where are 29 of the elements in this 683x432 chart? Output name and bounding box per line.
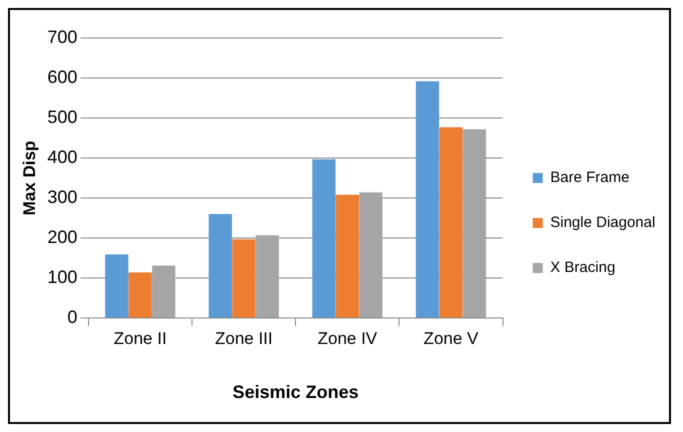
bar — [232, 239, 256, 318]
y-tick-label: 300 — [47, 186, 78, 207]
legend-label: Bare Frame — [550, 169, 630, 186]
x-tick-label: Zone II — [114, 328, 167, 348]
y-tick-label: 500 — [47, 106, 78, 127]
bar — [416, 81, 440, 318]
bar — [256, 235, 279, 318]
bar — [208, 214, 232, 318]
bar — [462, 129, 486, 318]
bar — [152, 266, 176, 318]
bar — [128, 272, 152, 318]
bar — [359, 192, 382, 318]
legend-label: Single Diagonal — [550, 214, 656, 232]
x-tick-label: Zone V — [424, 328, 480, 348]
x-axis-title: Seismic Zones — [232, 382, 359, 402]
bar — [439, 127, 463, 318]
y-tick-label: 400 — [47, 146, 78, 167]
y-axis-title: Max Disp — [20, 140, 39, 216]
bar — [312, 159, 336, 318]
legend-label: X Bracing — [550, 259, 616, 276]
y-tick-label: 700 — [47, 26, 78, 47]
bar — [336, 194, 360, 318]
x-tick-label: Zone III — [214, 328, 273, 348]
y-tick-label: 600 — [47, 66, 78, 87]
x-tick-label: Zone IV — [318, 328, 378, 348]
bar — [105, 254, 128, 318]
y-tick-label: 100 — [47, 266, 78, 287]
y-tick-label: 0 — [67, 306, 78, 327]
y-tick-label: 200 — [47, 226, 78, 247]
